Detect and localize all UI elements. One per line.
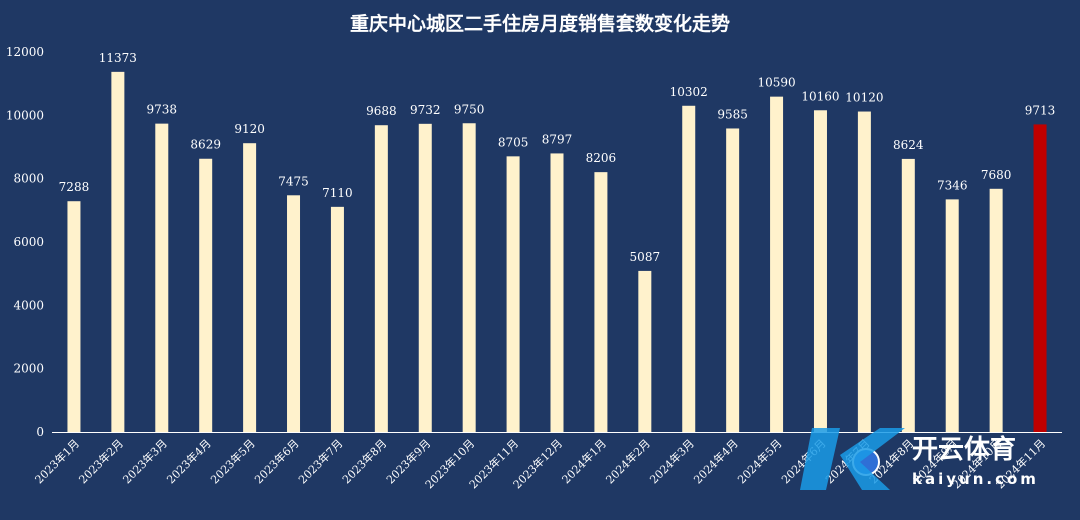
- x-tick-label: 2023年5月: [208, 436, 258, 486]
- x-tick-label: 2024年2月: [603, 436, 653, 486]
- data-label: 9750: [454, 102, 485, 116]
- bar: [989, 188, 1003, 432]
- bar: [594, 172, 608, 433]
- x-axis: 2023年1月2023年2月2023年3月2023年4月2023年5月2023年…: [32, 432, 1062, 491]
- data-label: 7346: [937, 178, 968, 192]
- x-tick-label: 2023年7月: [295, 436, 345, 486]
- data-label: 9120: [234, 122, 265, 136]
- data-label: 11373: [99, 51, 137, 65]
- data-label: 7680: [981, 168, 1012, 182]
- bar: [199, 158, 213, 432]
- watermark-logo: 开云体育 kaiyun.com: [800, 428, 1039, 490]
- bar: [1033, 124, 1047, 433]
- x-tick-label: 2023年3月: [120, 436, 170, 486]
- data-label: 10120: [845, 91, 883, 105]
- chart-title: 重庆中心城区二手住房月度销售套数变化走势: [350, 12, 730, 35]
- data-label: 7475: [278, 174, 309, 188]
- x-tick-label: 2024年1月: [559, 436, 609, 486]
- y-tick-label: 4000: [13, 298, 44, 312]
- bar: [550, 153, 564, 432]
- data-label: 9585: [717, 107, 748, 121]
- data-label: 8705: [498, 135, 529, 149]
- bar: [726, 128, 740, 432]
- bar: [901, 158, 915, 432]
- y-tick-label: 2000: [13, 362, 44, 376]
- bar: [67, 201, 81, 432]
- x-tick-label: 2023年4月: [164, 436, 214, 486]
- y-tick-label: 6000: [13, 235, 44, 249]
- data-label: 5087: [630, 250, 661, 264]
- x-tick-label: 2023年8月: [339, 436, 389, 486]
- bar: [243, 143, 257, 432]
- bar: [638, 270, 652, 432]
- bar: [111, 71, 125, 432]
- data-label: 7110: [322, 186, 353, 200]
- data-label: 9713: [1025, 103, 1056, 117]
- y-tick-label: 0: [36, 425, 44, 439]
- bar: [857, 111, 871, 433]
- bar: [418, 123, 432, 432]
- x-tick-label: 2024年3月: [647, 436, 697, 486]
- bar: [945, 199, 959, 432]
- watermark-sub: kaiyun.com: [912, 470, 1039, 488]
- bar: [155, 123, 169, 432]
- y-axis: 0 2000 4000 6000 8000 10000 12000: [6, 45, 44, 439]
- x-tick-label: 2024年4月: [691, 436, 741, 486]
- data-label: 10302: [670, 85, 708, 99]
- data-label: 9688: [366, 104, 397, 118]
- data-label: 10160: [801, 89, 839, 103]
- y-tick-label: 10000: [6, 108, 44, 122]
- data-label: 9732: [410, 103, 441, 117]
- bar: [770, 96, 784, 433]
- bar: [287, 195, 301, 432]
- bars: [67, 71, 1047, 433]
- data-label: 7288: [59, 180, 90, 194]
- x-tick-label: 2023年6月: [251, 436, 301, 486]
- bar: [506, 156, 520, 432]
- bar: [813, 110, 827, 433]
- y-tick-label: 12000: [6, 45, 44, 59]
- data-label: 9738: [147, 103, 178, 117]
- data-label: 8206: [586, 151, 617, 165]
- x-tick-label: 2023年1月: [32, 436, 82, 486]
- data-label: 8624: [893, 138, 924, 152]
- x-tick-label: 2024年5月: [734, 436, 784, 486]
- bar: [330, 206, 344, 432]
- k-logo-icon: [800, 428, 905, 490]
- bar: [682, 105, 696, 433]
- bar: [374, 125, 388, 433]
- x-tick-label: 2023年2月: [76, 436, 126, 486]
- data-label: 8629: [190, 138, 221, 152]
- data-label: 10590: [757, 76, 795, 90]
- data-label: 8797: [542, 132, 573, 146]
- data-labels: 7288 11373 9738 8629 9120 7475 7110 9688 9732 975…: [59, 51, 1056, 264]
- bar: [462, 123, 476, 432]
- watermark-brand: 开云体育: [912, 434, 1016, 465]
- y-tick-label: 8000: [13, 172, 44, 186]
